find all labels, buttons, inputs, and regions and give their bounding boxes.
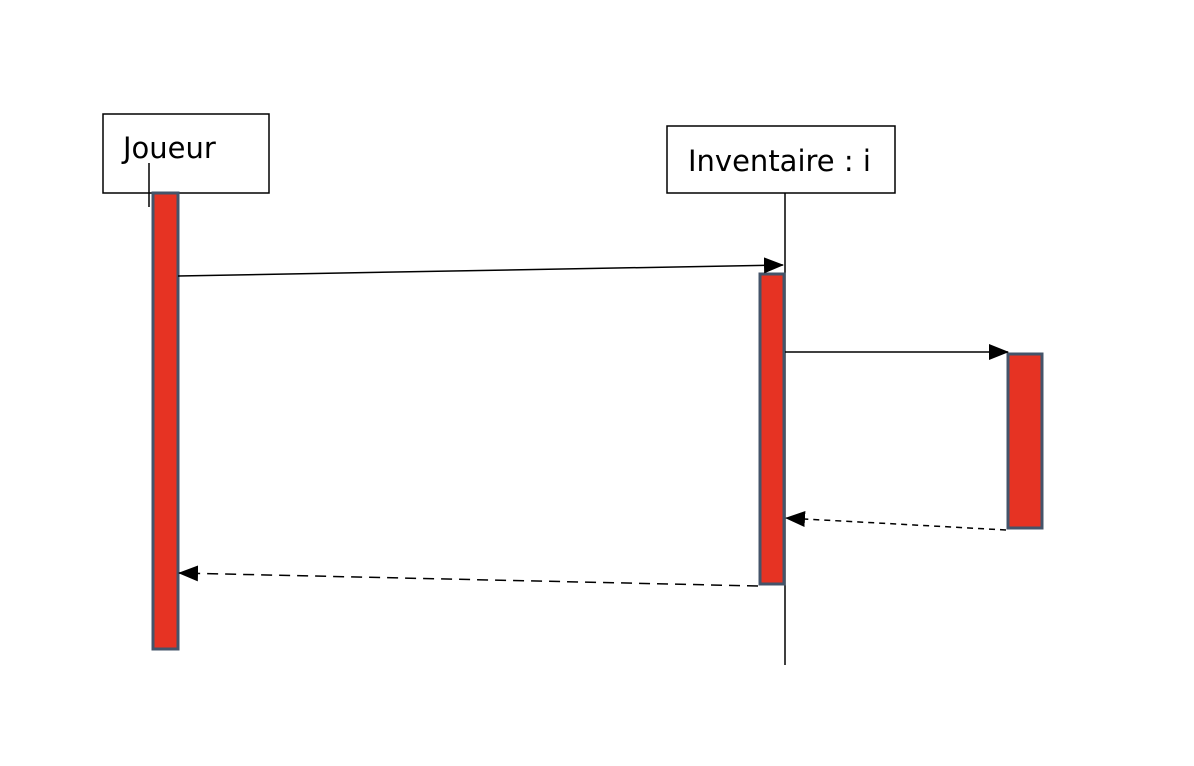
message-call-joueur-to-inventaire: [177, 257, 784, 277]
participant-joueur: Joueur: [102, 113, 270, 194]
participant-box-joueur: [102, 113, 270, 194]
message-return-external-to-inventaire: [785, 511, 1007, 531]
participant-label-inventaire: Inventaire : i: [688, 144, 871, 178]
activation-bar-external: [1006, 352, 1044, 530]
participant-inventaire: Inventaire : i: [666, 125, 896, 194]
participant-box-inventaire: [666, 125, 896, 194]
activation-bar-joueur: [151, 191, 180, 651]
activation-bar-inventaire: [758, 272, 786, 586]
message-return-inventaire-to-joueur: [178, 565, 759, 587]
participant-label-joueur: Joueur: [121, 131, 216, 165]
